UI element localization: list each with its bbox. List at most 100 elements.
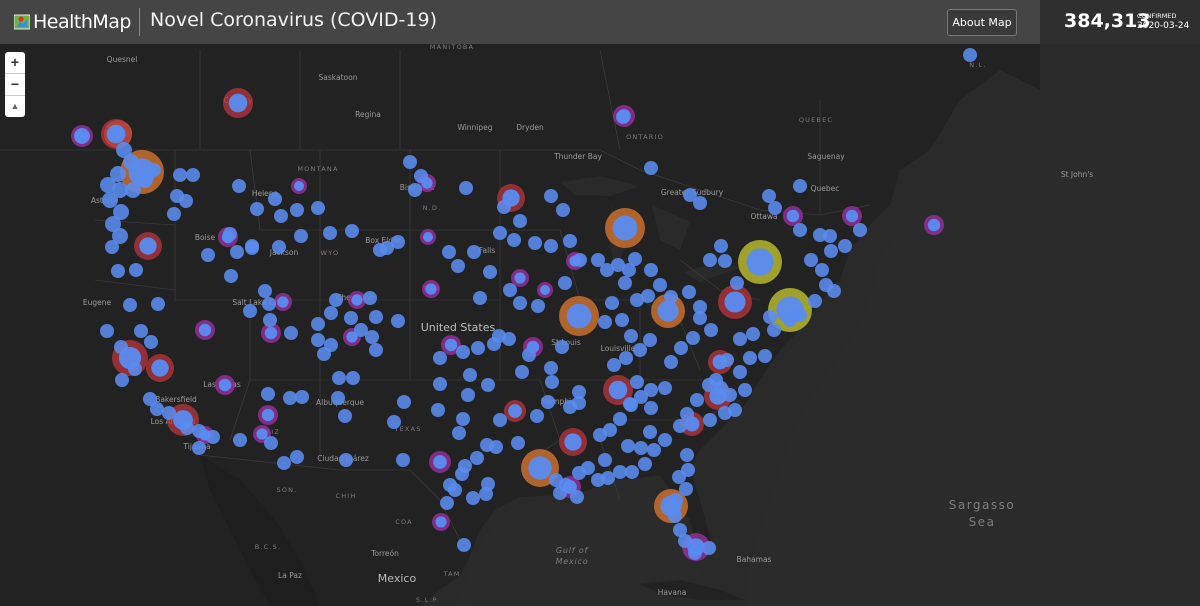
case-marker-blue[interactable] — [493, 413, 507, 427]
case-marker-blue[interactable] — [179, 194, 193, 208]
case-marker-blue[interactable] — [206, 430, 220, 444]
case-marker-blue[interactable] — [598, 453, 612, 467]
case-marker-blue[interactable] — [593, 428, 607, 442]
case-marker-blue[interactable] — [116, 142, 132, 158]
case-marker-blue[interactable] — [493, 226, 507, 240]
case-marker-blue[interactable] — [503, 283, 517, 297]
case-marker-blue[interactable] — [673, 523, 687, 537]
case-marker-blue[interactable] — [396, 453, 410, 467]
case-marker-blue[interactable] — [633, 343, 647, 357]
case-marker-blue[interactable] — [693, 311, 707, 325]
case-marker-blue[interactable] — [674, 341, 688, 355]
case-marker-blue[interactable] — [743, 351, 757, 365]
case-marker-blue[interactable] — [758, 349, 772, 363]
case-marker-core[interactable] — [435, 516, 447, 528]
case-marker-blue[interactable] — [283, 391, 297, 405]
case-marker-blue[interactable] — [324, 306, 338, 320]
case-marker-core[interactable] — [351, 294, 363, 306]
case-marker-blue[interactable] — [110, 166, 126, 182]
case-marker-blue[interactable] — [622, 263, 636, 277]
case-marker-blue[interactable] — [658, 381, 672, 395]
case-marker-core[interactable] — [264, 326, 278, 340]
case-marker-blue[interactable] — [808, 294, 822, 308]
case-marker-blue[interactable] — [682, 285, 696, 299]
case-marker-blue[interactable] — [618, 276, 632, 290]
case-marker-blue[interactable] — [556, 203, 570, 217]
case-marker-blue[interactable] — [100, 324, 114, 338]
case-marker-core[interactable] — [228, 93, 248, 113]
case-marker-core[interactable] — [514, 272, 526, 284]
case-marker-blue[interactable] — [151, 297, 165, 311]
case-marker-blue[interactable] — [572, 385, 586, 399]
case-marker-blue[interactable] — [625, 465, 639, 479]
case-marker-blue[interactable] — [125, 182, 141, 198]
case-marker-core[interactable] — [528, 456, 552, 480]
case-marker-blue[interactable] — [643, 425, 657, 439]
case-marker-blue[interactable] — [497, 200, 511, 214]
case-marker-core[interactable] — [261, 408, 275, 422]
case-marker-blue[interactable] — [591, 253, 605, 267]
case-marker-blue[interactable] — [433, 377, 447, 391]
case-marker-blue[interactable] — [277, 456, 291, 470]
case-marker-blue[interactable] — [137, 172, 153, 188]
case-marker-blue[interactable] — [767, 323, 781, 337]
case-marker-blue[interactable] — [459, 181, 473, 195]
case-marker-blue[interactable] — [473, 291, 487, 305]
case-marker-blue[interactable] — [452, 426, 466, 440]
case-marker-core[interactable] — [433, 455, 447, 469]
case-marker-blue[interactable] — [456, 345, 470, 359]
case-marker-blue[interactable] — [673, 419, 687, 433]
case-marker-blue[interactable] — [344, 311, 358, 325]
case-marker-blue[interactable] — [111, 264, 125, 278]
case-marker-blue[interactable] — [544, 189, 558, 203]
case-marker-blue[interactable] — [827, 284, 841, 298]
case-marker-blue[interactable] — [823, 229, 837, 243]
case-marker-blue[interactable] — [678, 534, 692, 548]
case-marker-blue[interactable] — [470, 451, 484, 465]
case-marker-blue[interactable] — [114, 340, 128, 354]
case-marker-blue[interactable] — [513, 214, 527, 228]
case-marker-core[interactable] — [198, 323, 212, 337]
case-marker-blue[interactable] — [515, 365, 529, 379]
case-marker-blue[interactable] — [134, 324, 148, 338]
case-marker-blue[interactable] — [481, 378, 495, 392]
case-marker-blue[interactable] — [545, 375, 559, 389]
case-marker-blue[interactable] — [408, 183, 422, 197]
case-marker-blue[interactable] — [641, 289, 655, 303]
case-marker-blue[interactable] — [100, 177, 116, 193]
case-marker-blue[interactable] — [397, 395, 411, 409]
case-marker-core[interactable] — [139, 237, 157, 255]
case-marker-blue[interactable] — [112, 182, 128, 198]
case-marker-blue[interactable] — [354, 323, 368, 337]
case-marker-blue[interactable] — [311, 333, 325, 347]
case-marker-blue[interactable] — [530, 409, 544, 423]
case-marker-core[interactable] — [564, 433, 582, 451]
case-marker-blue[interactable] — [619, 351, 633, 365]
case-marker-core[interactable] — [423, 232, 433, 242]
case-marker-blue[interactable] — [838, 239, 852, 253]
case-marker-blue[interactable] — [718, 254, 732, 268]
case-marker-blue[interactable] — [605, 296, 619, 310]
case-marker-blue[interactable] — [467, 245, 481, 259]
case-marker-blue[interactable] — [683, 188, 697, 202]
case-marker-blue[interactable] — [123, 154, 139, 170]
case-marker-blue[interactable] — [463, 368, 477, 382]
case-marker-blue[interactable] — [723, 388, 737, 402]
case-marker-blue[interactable] — [572, 396, 586, 410]
case-marker-core[interactable] — [845, 209, 859, 223]
case-marker-blue[interactable] — [703, 253, 717, 267]
case-marker-blue[interactable] — [624, 329, 638, 343]
case-marker-core[interactable] — [746, 248, 774, 276]
case-marker-core[interactable] — [608, 380, 628, 400]
case-marker-blue[interactable] — [644, 383, 658, 397]
case-marker-blue[interactable] — [783, 313, 797, 327]
case-marker-blue[interactable] — [192, 441, 206, 455]
case-marker-blue[interactable] — [558, 276, 572, 290]
case-marker-blue[interactable] — [487, 337, 501, 351]
case-marker-blue[interactable] — [258, 284, 272, 298]
case-marker-blue[interactable] — [461, 388, 475, 402]
compass-reset-button[interactable]: ▲ — [10, 101, 20, 111]
case-marker-blue[interactable] — [481, 477, 495, 491]
case-marker-blue[interactable] — [167, 207, 181, 221]
case-marker-blue[interactable] — [653, 278, 667, 292]
